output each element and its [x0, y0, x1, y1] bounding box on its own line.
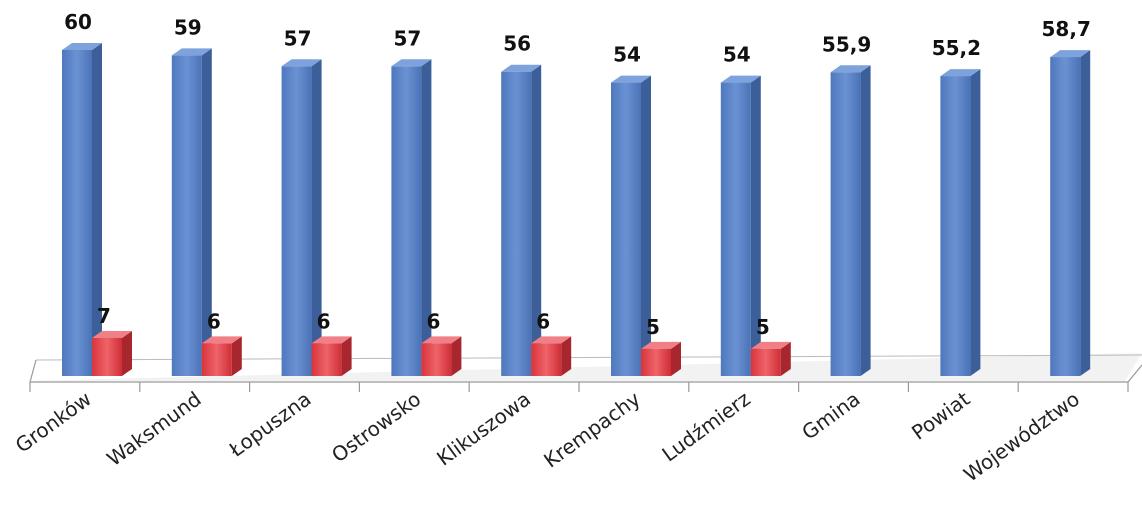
- bar-red-3: [421, 336, 462, 376]
- bar-blue-0: [62, 43, 102, 376]
- category-label-6: Ludźmierz: [657, 387, 754, 467]
- bar-blue-7: [830, 65, 871, 376]
- data-label-blue-7: 55,9: [822, 32, 871, 56]
- bar-red-1: [201, 336, 242, 376]
- data-label-red-4: 6: [536, 309, 550, 333]
- category-label-1: Waksmund: [102, 387, 205, 471]
- data-label-blue-5: 54: [613, 43, 641, 67]
- data-label-red-2: 6: [317, 309, 331, 333]
- bar-blue-4: [501, 64, 542, 376]
- category-label-5: Krempachy: [539, 387, 645, 473]
- bar-blue-8: [940, 69, 981, 376]
- bar-red-5: [641, 341, 681, 376]
- floor-left-edge: [29, 359, 37, 383]
- bar-red-2: [311, 336, 352, 376]
- category-label-0: Gronków: [11, 387, 96, 458]
- bar-blue-9: [1050, 50, 1091, 377]
- data-label-red-0: 7: [97, 304, 111, 328]
- data-label-blue-1: 59: [174, 15, 202, 39]
- category-label-2: Łopuszna: [224, 387, 316, 463]
- data-label-blue-0: 60: [64, 10, 92, 34]
- data-label-blue-8: 55,2: [932, 36, 981, 60]
- floor-right-edge: [1127, 364, 1142, 383]
- data-label-red-3: 6: [426, 309, 440, 333]
- data-label-blue-2: 57: [284, 26, 312, 50]
- bar-blue-2: [281, 59, 322, 377]
- bar-red-4: [531, 336, 572, 376]
- category-label-3: Ostrowsko: [327, 387, 425, 467]
- bar-blue-5: [611, 75, 651, 376]
- bar-blue-3: [391, 59, 432, 377]
- data-label-blue-4: 56: [503, 32, 531, 56]
- category-label-9: Województwo: [959, 387, 1084, 487]
- category-label-8: Powiat: [907, 387, 974, 445]
- bars-layer: [62, 43, 1091, 377]
- data-label-red-6: 5: [756, 315, 770, 339]
- data-label-red-5: 5: [646, 315, 660, 339]
- data-label-red-1: 6: [207, 309, 221, 333]
- bar-blue-6: [720, 75, 761, 376]
- data-label-blue-3: 57: [393, 26, 421, 50]
- category-label-4: Klikuszowa: [432, 387, 535, 471]
- data-label-blue-9: 58,7: [1042, 17, 1091, 41]
- bar-red-0: [92, 330, 132, 376]
- data-label-blue-6: 54: [723, 43, 751, 67]
- bar-blue-1: [171, 48, 212, 376]
- category-label-7: Gmina: [797, 387, 864, 445]
- bar-red-6: [750, 341, 791, 376]
